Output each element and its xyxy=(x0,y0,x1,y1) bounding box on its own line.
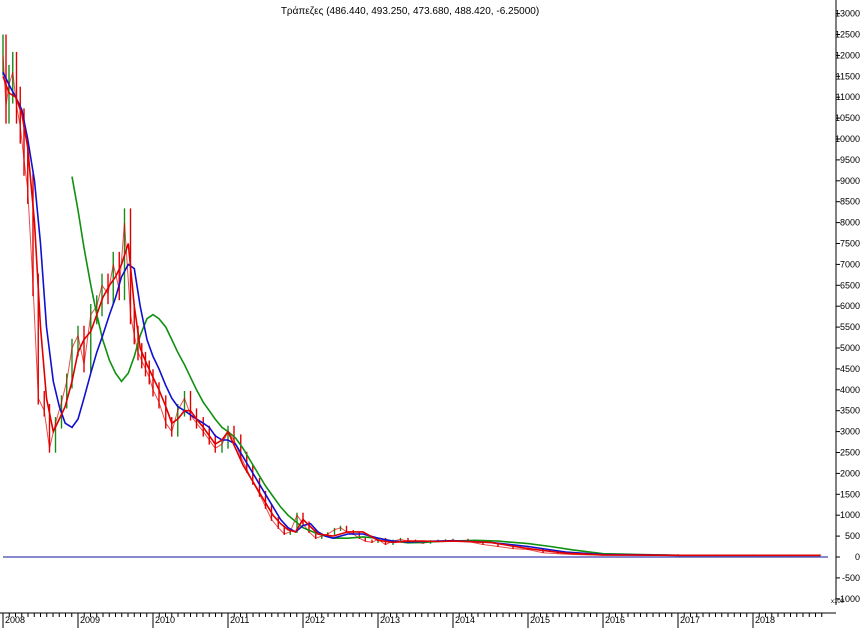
short-ma-line xyxy=(2,76,821,557)
y-tick-label: 11000 xyxy=(836,92,860,102)
y-tick-label: 500 xyxy=(845,531,860,541)
x-tick-label: 2017 xyxy=(680,615,700,625)
y-tick-label: 5000 xyxy=(840,343,860,353)
long-ma-line xyxy=(71,176,821,557)
y-tick-label: 10500 xyxy=(835,113,860,123)
x-tick-label: 2018 xyxy=(755,615,775,625)
y-tick-label: 12500 xyxy=(835,30,860,40)
price-series xyxy=(2,34,822,556)
y-tick-label: 2000 xyxy=(840,468,860,478)
x-tick-label: 2013 xyxy=(380,615,400,625)
x-tick-label: 2012 xyxy=(305,615,325,625)
y-tick-label: 8500 xyxy=(840,197,860,207)
y-multiplier-label: x100 xyxy=(831,599,845,605)
series-layer xyxy=(2,34,822,557)
y-tick-label: 7500 xyxy=(840,239,860,249)
y-tick-label: 5500 xyxy=(840,322,860,332)
x-tick-label: 2009 xyxy=(80,615,100,625)
y-axis: -1000 -500 0 500 1000 1500 2000 2500 3000 3500 400… xyxy=(831,0,860,605)
y-tick-label: 0 xyxy=(855,552,860,562)
y-tick-label: -500 xyxy=(842,573,860,583)
x-tick-label: 2011 xyxy=(230,615,249,625)
y-tick-label: 3000 xyxy=(840,427,860,437)
y-tick-label: 1000 xyxy=(840,510,860,520)
y-tick-label: 12000 xyxy=(835,50,860,60)
y-tick-label: -1000 xyxy=(837,594,860,604)
x-axis: 2008 2009 2010 2011 2012 2013 2014 2015 2016 2017… xyxy=(0,612,836,628)
y-tick-label: 1500 xyxy=(840,489,860,499)
x-tick-label: 2010 xyxy=(155,615,175,625)
price-line xyxy=(2,55,821,556)
y-tick-label: 9500 xyxy=(840,155,860,165)
y-tick-label: 13000 xyxy=(835,9,860,19)
y-tick-label: 7000 xyxy=(840,259,860,269)
x-tick-label: 2014 xyxy=(455,615,475,625)
y-tick-group: -1000 -500 0 500 1000 1500 2000 2500 3000 3500 400… xyxy=(835,9,860,604)
y-tick-label: 6000 xyxy=(840,301,860,311)
y-tick-label: 8000 xyxy=(840,218,860,228)
medium-ma-line xyxy=(2,71,821,557)
y-tick-label: 6500 xyxy=(840,280,860,290)
chart-title: Τράπεζες (486.440, 493.250, 473.680, 488… xyxy=(281,5,539,17)
y-tick-label: 4000 xyxy=(840,385,860,395)
y-tick-label: 2500 xyxy=(840,448,860,458)
x-tick-label: 2008 xyxy=(5,615,25,625)
y-tick-label: 11500 xyxy=(836,71,860,81)
plot-area xyxy=(2,34,828,558)
x-tick-label: 2015 xyxy=(530,615,550,625)
y-tick-label: 10000 xyxy=(835,134,860,144)
y-tick-label: 3500 xyxy=(840,406,860,416)
y-tick-label: 4500 xyxy=(840,364,860,374)
y-tick-label: 9000 xyxy=(840,176,860,186)
x-tick-group: 2008 2009 2010 2011 2012 2013 2014 2015 2016 2017… xyxy=(2,613,823,628)
x-tick-label: 2016 xyxy=(605,615,625,625)
